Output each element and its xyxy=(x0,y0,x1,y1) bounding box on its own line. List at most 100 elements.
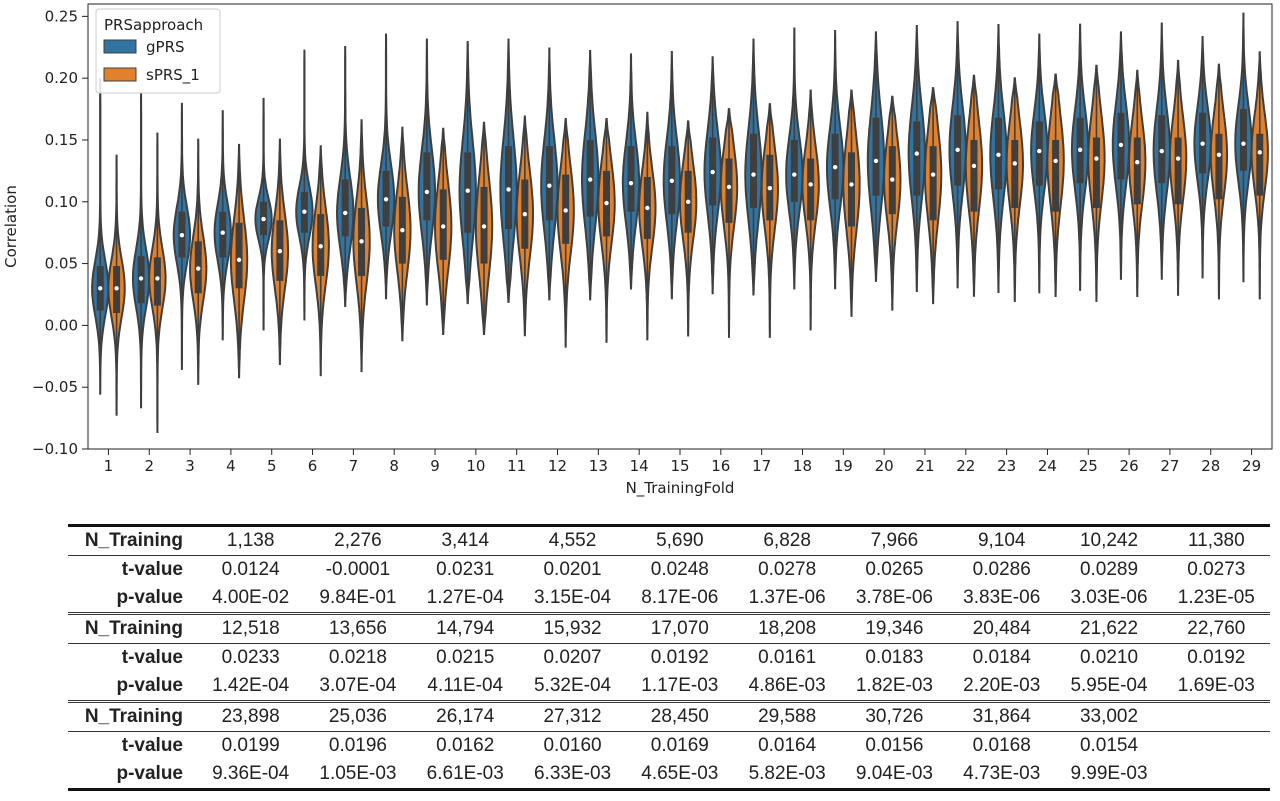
x-tick-label: 10 xyxy=(466,457,485,475)
median-dot-gprs-13 xyxy=(587,177,593,182)
table-cell: 4,552 xyxy=(548,530,597,551)
x-tick-label: 29 xyxy=(1242,457,1261,475)
x-tick-label: 27 xyxy=(1160,457,1179,475)
median-dot-sprs-1-29 xyxy=(1257,150,1262,155)
iqr-box-sprs-1-28 xyxy=(1215,133,1223,200)
iqr-box-sprs-1-4 xyxy=(235,222,243,289)
table-cell: 0.0210 xyxy=(1079,647,1139,668)
table-cell: 0.0231 xyxy=(436,559,495,580)
median-dot-gprs-28 xyxy=(1200,141,1205,146)
median-dot-gprs-16 xyxy=(710,169,715,175)
table-cell: 4.86E-03 xyxy=(748,675,826,696)
table-cell: 9.36E-04 xyxy=(212,763,290,784)
table-cell: 0.0196 xyxy=(328,735,387,756)
table-cell: 3.07E-04 xyxy=(319,675,397,696)
row-label: N_Training xyxy=(84,530,183,551)
x-tick-label: 3 xyxy=(185,457,195,475)
median-dot-gprs-4 xyxy=(220,230,225,235)
table-cell: 1.17E-03 xyxy=(641,675,719,696)
table-cell: 4.73E-03 xyxy=(963,763,1041,784)
median-dot-sprs-1-23 xyxy=(1012,161,1017,166)
table-cell: 0.0124 xyxy=(221,559,280,580)
iqr-box-sprs-1-26 xyxy=(1133,137,1141,205)
x-tick-label: 19 xyxy=(834,457,853,475)
table-cell: 5,690 xyxy=(656,530,704,551)
median-dot-sprs-1-7 xyxy=(359,239,364,244)
stats-table: N_Training 1,138 2,276 3,414 4,552 5,690 6,828… xyxy=(68,524,1270,791)
table-cell: 0.0192 xyxy=(650,647,709,668)
table-cell: 3.83E-06 xyxy=(963,587,1041,608)
table-cell: 29,588 xyxy=(758,706,817,727)
table-cell: 31,864 xyxy=(972,706,1031,727)
median-dot-sprs-1-25 xyxy=(1094,156,1099,161)
table-cell: 2.20E-03 xyxy=(963,675,1041,696)
iqr-box-gprs-21 xyxy=(913,121,921,196)
iqr-box-gprs-29 xyxy=(1239,109,1247,171)
table-row-p: p-value 1.42E-04 3.07E-04 4.11E-04 5.32E-04 1… xyxy=(68,672,1270,702)
table-row-n: N_Training 12,518 13,656 14,794 15,932 17,070… xyxy=(68,613,1270,644)
x-tick-label: 26 xyxy=(1120,457,1139,475)
iqr-box-sprs-1-16 xyxy=(725,158,733,223)
median-dot-gprs-18 xyxy=(792,172,797,177)
x-tick-label: 16 xyxy=(711,457,730,475)
table-cell: 6.61E-03 xyxy=(426,763,504,784)
iqr-box-sprs-1-24 xyxy=(1052,139,1060,212)
table-row-p: p-value 4.00E-02 9.84E-01 1.27E-04 3.15E-04 8… xyxy=(68,584,1270,614)
table-cell: 0.0286 xyxy=(972,559,1031,580)
y-tick-label: 0.25 xyxy=(45,7,78,25)
table-cell: 9.04E-03 xyxy=(855,763,933,784)
table-cell: 3.78E-06 xyxy=(855,587,933,608)
median-dot-sprs-1-21 xyxy=(930,172,936,177)
median-dot-gprs-10 xyxy=(465,188,470,193)
table-cell: 14,794 xyxy=(436,618,495,639)
table-cell: 23,898 xyxy=(221,706,280,727)
median-dot-sprs-1-5 xyxy=(277,249,283,254)
x-tick-label: 11 xyxy=(507,457,526,475)
median-dot-gprs-25 xyxy=(1077,147,1083,153)
x-tick-label: 14 xyxy=(630,457,649,475)
median-dot-sprs-1-14 xyxy=(645,205,650,211)
table-cell xyxy=(1163,702,1270,732)
table-cell: 5.95E-04 xyxy=(1070,675,1148,696)
legend-swatch xyxy=(103,67,137,82)
median-dot-sprs-1-24 xyxy=(1053,158,1058,164)
table-cell: 0.0192 xyxy=(1187,647,1246,668)
row-label: p-value xyxy=(116,675,183,696)
table-cell: 18,208 xyxy=(758,618,817,639)
median-dot-sprs-1-12 xyxy=(563,208,568,213)
median-dot-gprs-17 xyxy=(751,172,756,177)
table-cell: 21,622 xyxy=(1079,618,1139,639)
x-tick-label: 17 xyxy=(752,457,771,475)
x-tick-label: 12 xyxy=(548,457,567,475)
row-label: t-value xyxy=(121,735,183,756)
x-tick-label: 18 xyxy=(793,457,812,475)
table-cell: 1.69E-03 xyxy=(1177,675,1255,696)
iqr-box-sprs-1-23 xyxy=(1011,139,1019,208)
table-cell: 0.0289 xyxy=(1079,559,1139,580)
table-cell: 19,346 xyxy=(865,618,924,639)
table-cell: 33,002 xyxy=(1079,706,1139,727)
median-dot-sprs-1-10 xyxy=(481,224,487,229)
iqr-box-sprs-1-25 xyxy=(1092,137,1100,208)
row-label: p-value xyxy=(116,587,183,608)
table-cell: 0.0233 xyxy=(221,647,280,668)
table-cell: 0.0265 xyxy=(865,559,924,580)
median-dot-sprs-1-15 xyxy=(685,199,691,204)
median-dot-sprs-1-11 xyxy=(522,211,528,217)
x-tick-label: 7 xyxy=(349,457,359,475)
median-dot-sprs-1-17 xyxy=(767,185,773,191)
row-label: N_Training xyxy=(84,706,183,727)
table-cell: 3,414 xyxy=(441,530,490,551)
table-cell: 0.0161 xyxy=(758,647,817,668)
median-dot-sprs-1-19 xyxy=(849,182,854,187)
y-tick-label: 0.20 xyxy=(45,69,78,87)
y-tick-label: −0.10 xyxy=(32,440,78,458)
table-cell: 5.82E-03 xyxy=(748,763,826,784)
stats-tables: N_Training 1,138 2,276 3,414 4,552 5,690 6,828… xyxy=(68,524,1270,791)
table-cell: 0.0154 xyxy=(1079,735,1139,756)
median-dot-gprs-2 xyxy=(138,276,144,281)
x-tick-label: 6 xyxy=(308,457,318,475)
table-cell: 1.23E-05 xyxy=(1177,587,1255,608)
table-cell: 0.0164 xyxy=(758,735,817,756)
table-cell: 0.0207 xyxy=(543,647,602,668)
